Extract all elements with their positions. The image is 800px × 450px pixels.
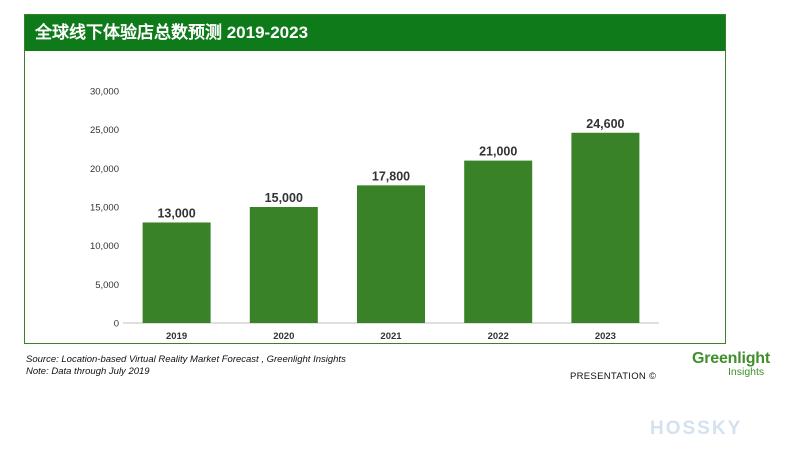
x-tick-label-2022: 2022 bbox=[488, 331, 509, 342]
y-tick-label: 15,000 bbox=[90, 203, 119, 214]
y-tick-label: 30,000 bbox=[90, 87, 119, 98]
x-tick-label-2021: 2021 bbox=[380, 331, 402, 342]
bar-chart: 0 5,000 10,000 15,000 20,000 25,000 30,000 13,0… bbox=[90, 87, 659, 342]
data-label-2021: 17,800 bbox=[372, 169, 410, 183]
y-tick-label: 0 bbox=[114, 319, 119, 330]
x-tick-label-2023: 2023 bbox=[595, 331, 616, 342]
data-label-2020: 15,000 bbox=[265, 191, 303, 205]
bar-2022 bbox=[464, 160, 533, 323]
chart-title: 全球线下体验店总数预测 2019-2023 bbox=[25, 15, 725, 51]
source-note: Source: Location-based Virtual Reality M… bbox=[26, 354, 346, 365]
data-note: Note: Data through July 2019 bbox=[26, 366, 150, 377]
data-label-2019: 13,000 bbox=[157, 206, 195, 220]
bar-2021 bbox=[357, 185, 425, 323]
presentation-label: PRESENTATION © bbox=[570, 371, 657, 382]
bar-2019 bbox=[142, 222, 211, 323]
footer-notes: Source: Location-based Virtual Reality M… bbox=[26, 354, 346, 378]
y-tick-label: 5,000 bbox=[95, 280, 119, 291]
y-tick-label: 20,000 bbox=[90, 164, 119, 175]
y-tick-label: 10,000 bbox=[90, 241, 119, 252]
chart-frame: 全球线下体验店总数预测 2019-2023 0 5,000 10,000 15,000… bbox=[24, 14, 726, 344]
x-tick-label-2019: 2019 bbox=[166, 331, 187, 342]
logo-sub-text: Insights bbox=[728, 366, 765, 378]
bar-2020 bbox=[249, 207, 318, 323]
y-tick-label: 25,000 bbox=[90, 125, 119, 136]
logo-main-text: Greenlight bbox=[692, 350, 771, 367]
data-label-2023: 24,600 bbox=[586, 117, 624, 131]
greenlight-logo: Greenlight Insights bbox=[692, 350, 782, 378]
bar-2023 bbox=[571, 132, 640, 323]
data-label-2022: 21,000 bbox=[479, 145, 517, 159]
watermark-text: HOSSKY bbox=[650, 418, 743, 439]
x-tick-label-2020: 2020 bbox=[273, 331, 294, 342]
